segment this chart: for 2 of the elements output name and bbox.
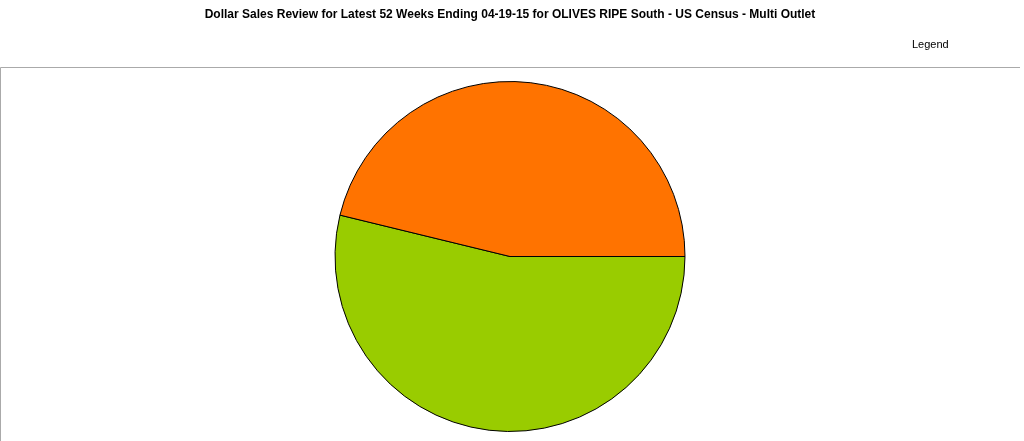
chart-title: Dollar Sales Review for Latest 52 Weeks Ending 04-19-15 for OLIVES RIPE South - US Census - Multi Outlet	[204, 7, 816, 21]
text: Legend	[912, 38, 949, 50]
